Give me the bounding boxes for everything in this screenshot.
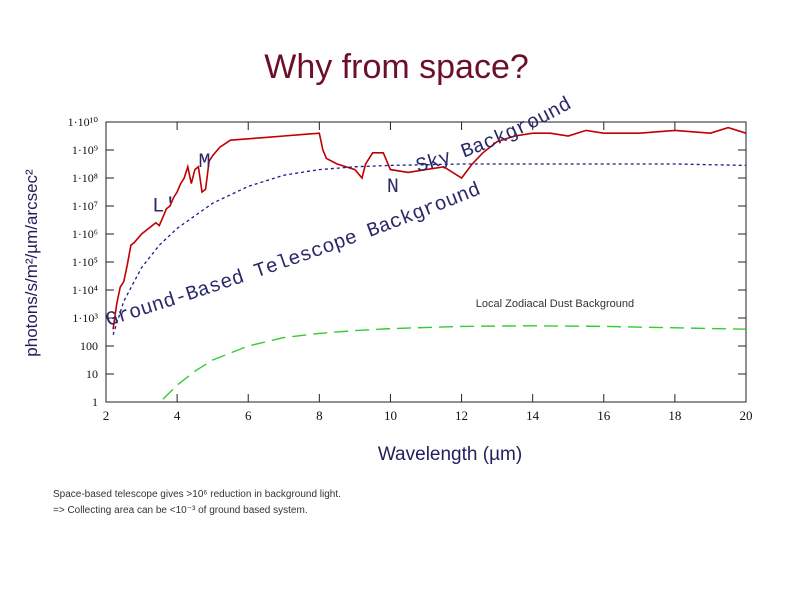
x-tick-label: 6 bbox=[245, 408, 252, 423]
label-sky-background-path: Sky Background bbox=[414, 93, 576, 179]
y-tick-label: 100 bbox=[80, 339, 98, 353]
x-tick-label: 20 bbox=[740, 408, 753, 423]
y-tick-label: 1·10⁹ bbox=[72, 143, 98, 157]
chart-annotations: M L' N Local Zodiacal Dust Background Sky Ba… bbox=[103, 93, 634, 332]
y-tick-label: 1·10¹⁰ bbox=[68, 115, 99, 129]
y-tick-label: 1·10³ bbox=[72, 311, 98, 325]
x-tick-label: 10 bbox=[384, 408, 397, 423]
label-lprime-band: L' bbox=[152, 196, 176, 219]
x-tick-label: 12 bbox=[455, 408, 468, 423]
x-tick-label: 16 bbox=[597, 408, 611, 423]
x-tick-label: 8 bbox=[316, 408, 323, 423]
x-tick-label: 4 bbox=[174, 408, 181, 423]
axis-ticks: 1·10¹⁰ 1·10⁹ 1·10⁸ 1·10⁷ 1·10⁶ 1·10⁵ 1·10⁴ 1·10… bbox=[68, 115, 753, 423]
y-tick-label: 10 bbox=[86, 367, 98, 381]
label-m-band: M bbox=[198, 151, 210, 174]
y-tick-label: 1·10⁸ bbox=[72, 171, 98, 185]
series-line-2 bbox=[162, 325, 747, 400]
slide-title: Why from space? bbox=[264, 48, 529, 86]
label-n-band: N bbox=[387, 176, 399, 199]
label-zodiacal-background: Local Zodiacal Dust Background bbox=[476, 298, 634, 310]
x-axis-label: Wavelength (µm) bbox=[377, 444, 523, 465]
y-tick-label: 1 bbox=[92, 395, 98, 409]
x-tick-label: 18 bbox=[668, 408, 681, 423]
x-tick-label: 2 bbox=[103, 408, 110, 423]
y-tick-label: 1·10⁴ bbox=[72, 283, 98, 297]
caption-line-1: Space-based telescope gives >10⁶ reducti… bbox=[53, 489, 341, 500]
series-line-1 bbox=[112, 163, 747, 335]
series-lines bbox=[112, 126, 747, 400]
y-tick-label: 1·10⁶ bbox=[72, 227, 98, 241]
caption-line-2: => Collecting area can be <10⁻³ of groun… bbox=[53, 505, 308, 516]
series-line-0 bbox=[112, 126, 747, 330]
y-tick-label: 1·10⁷ bbox=[72, 199, 98, 213]
label-sky-background: Sky Background bbox=[414, 93, 576, 179]
x-tick-label: 14 bbox=[526, 408, 540, 423]
y-tick-label: 1·10⁵ bbox=[72, 255, 98, 269]
